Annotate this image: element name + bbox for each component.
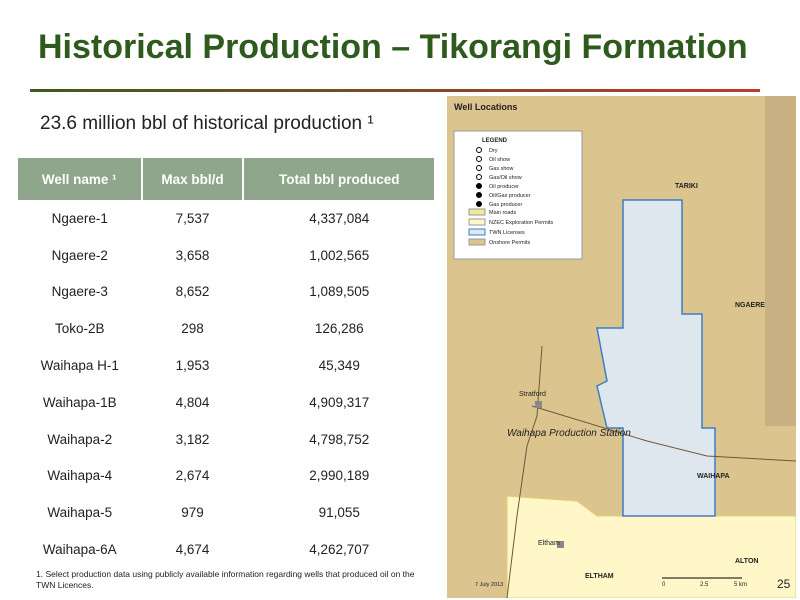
table-row: Waihapa-2 3,182 4,798,752 [18, 421, 435, 458]
table-cell: Ngaere-1 [51, 210, 108, 226]
table-row: Waihapa H-1 1,953 45,349 [18, 347, 435, 384]
table-cell: 3,182 [175, 431, 210, 447]
table-cell: 3,658 [175, 247, 210, 263]
map-label: Oil producer [489, 184, 519, 190]
table-row: Waihapa-6A 4,674 4,262,707 [18, 531, 435, 568]
page-number: 25 [777, 577, 791, 591]
table-cell: 979 [181, 505, 204, 521]
map-label: 7 July 2013 [475, 582, 503, 588]
table-cell: Waihapa-2 [47, 431, 113, 447]
table-cell: 1,953 [175, 358, 210, 374]
legend-symbol [468, 228, 486, 236]
table-row: Ngaere-1 7,537 4,337,084 [18, 200, 435, 237]
table-cell: Waihapa-5 [47, 505, 113, 521]
table-row: Waihapa-1B 4,804 4,909,317 [18, 384, 435, 421]
map-label: NZEC Exploration Permits [489, 220, 553, 226]
map-label: Gas show [489, 166, 513, 172]
map-label: Gas producer [489, 202, 522, 208]
map-label: TARIKI [675, 183, 698, 190]
table-row: Waihapa-4 2,674 2,990,189 [18, 458, 435, 495]
map-label: WAIHAPA [697, 473, 730, 480]
map-label: ALTON [735, 558, 758, 565]
table-cell: Waihapa-1B [42, 394, 117, 410]
map-label: Stratford [519, 391, 546, 398]
map-label: Main roads [489, 210, 516, 216]
map-label: ELTHAM [585, 573, 614, 580]
table-cell: 4,337,084 [309, 210, 370, 226]
table-cell: 1,089,505 [309, 284, 370, 300]
table-cell: Toko-2B [54, 321, 105, 337]
slide-title: Historical Production – Tikorangi Format… [38, 28, 748, 66]
table-cell: 4,262,707 [309, 542, 370, 558]
legend-symbol [476, 147, 482, 153]
legend-symbol [476, 156, 482, 162]
map-label: Onshore Permits [489, 240, 531, 246]
legend-symbol [468, 208, 486, 216]
map-label: Oil/Gas producer [489, 193, 531, 199]
table-row: Waihapa-5 979 91,055 [18, 494, 435, 531]
table-row: Ngaere-3 8,652 1,089,505 [18, 274, 435, 311]
map: Well Locations LEGEND Dry Oil show Gas show G… [447, 96, 796, 598]
map-label: Eltham [538, 540, 560, 547]
title-rule [30, 89, 760, 92]
table-cell: 7,537 [175, 210, 210, 226]
production-table: Well name ¹ Max bbl/d Total bbl produced Ng… [18, 158, 436, 568]
table-row: Ngaere-2 3,658 1,002,565 [18, 237, 435, 274]
map-label: 2.5 [700, 582, 709, 588]
column-header: Well name ¹ [18, 158, 143, 200]
table-cell: Waihapa-6A [42, 542, 117, 558]
legend-symbol [468, 218, 486, 226]
table-cell: 4,674 [175, 542, 210, 558]
map-label: Dry [489, 148, 498, 154]
table-cell: 8,652 [175, 284, 210, 300]
legend-symbol [476, 201, 482, 207]
legend-symbol [476, 165, 482, 171]
map-label: Well Locations [454, 102, 517, 112]
table-cell: Waihapa H-1 [40, 358, 119, 374]
table-cell: Ngaere-3 [51, 284, 108, 300]
table-cell: Waihapa-4 [47, 468, 113, 484]
legend-symbol [468, 238, 486, 246]
table-cell: 4,798,752 [309, 431, 370, 447]
table-cell: 1,002,565 [309, 247, 370, 263]
map-label: 5 km [734, 582, 747, 588]
table-cell: 126,286 [314, 321, 364, 337]
table-cell: 2,674 [175, 468, 210, 484]
table-cell: 91,055 [318, 505, 360, 521]
table-cell: 4,909,317 [309, 394, 370, 410]
map-label: 0 [662, 582, 666, 588]
table-cell: 4,804 [175, 394, 210, 410]
legend-symbol [476, 192, 482, 198]
table-row: Toko-2B 298 126,286 [18, 310, 435, 347]
column-header: Max bbl/d [141, 158, 245, 200]
map-label: Gas/Oil show [489, 175, 522, 181]
table-cell: 298 [181, 321, 204, 337]
map-label: NGAERE [735, 302, 765, 309]
legend-symbol [476, 174, 482, 180]
table-cell: 2,990,189 [309, 468, 370, 484]
footnote: 1. Select production data using publicly… [36, 569, 415, 590]
table-cell: Ngaere-2 [51, 247, 108, 263]
map-label: LEGEND [482, 138, 508, 144]
legend-symbol [476, 183, 482, 189]
map-label: TWN Licenses [489, 230, 525, 236]
column-header: Total bbl produced [243, 158, 436, 200]
map-label: Oil show [489, 157, 510, 163]
subtitle: 23.6 million bbl of historical productio… [40, 113, 374, 134]
map-label: Waihapa Production Station [507, 428, 631, 439]
table-cell: 45,349 [318, 358, 360, 374]
